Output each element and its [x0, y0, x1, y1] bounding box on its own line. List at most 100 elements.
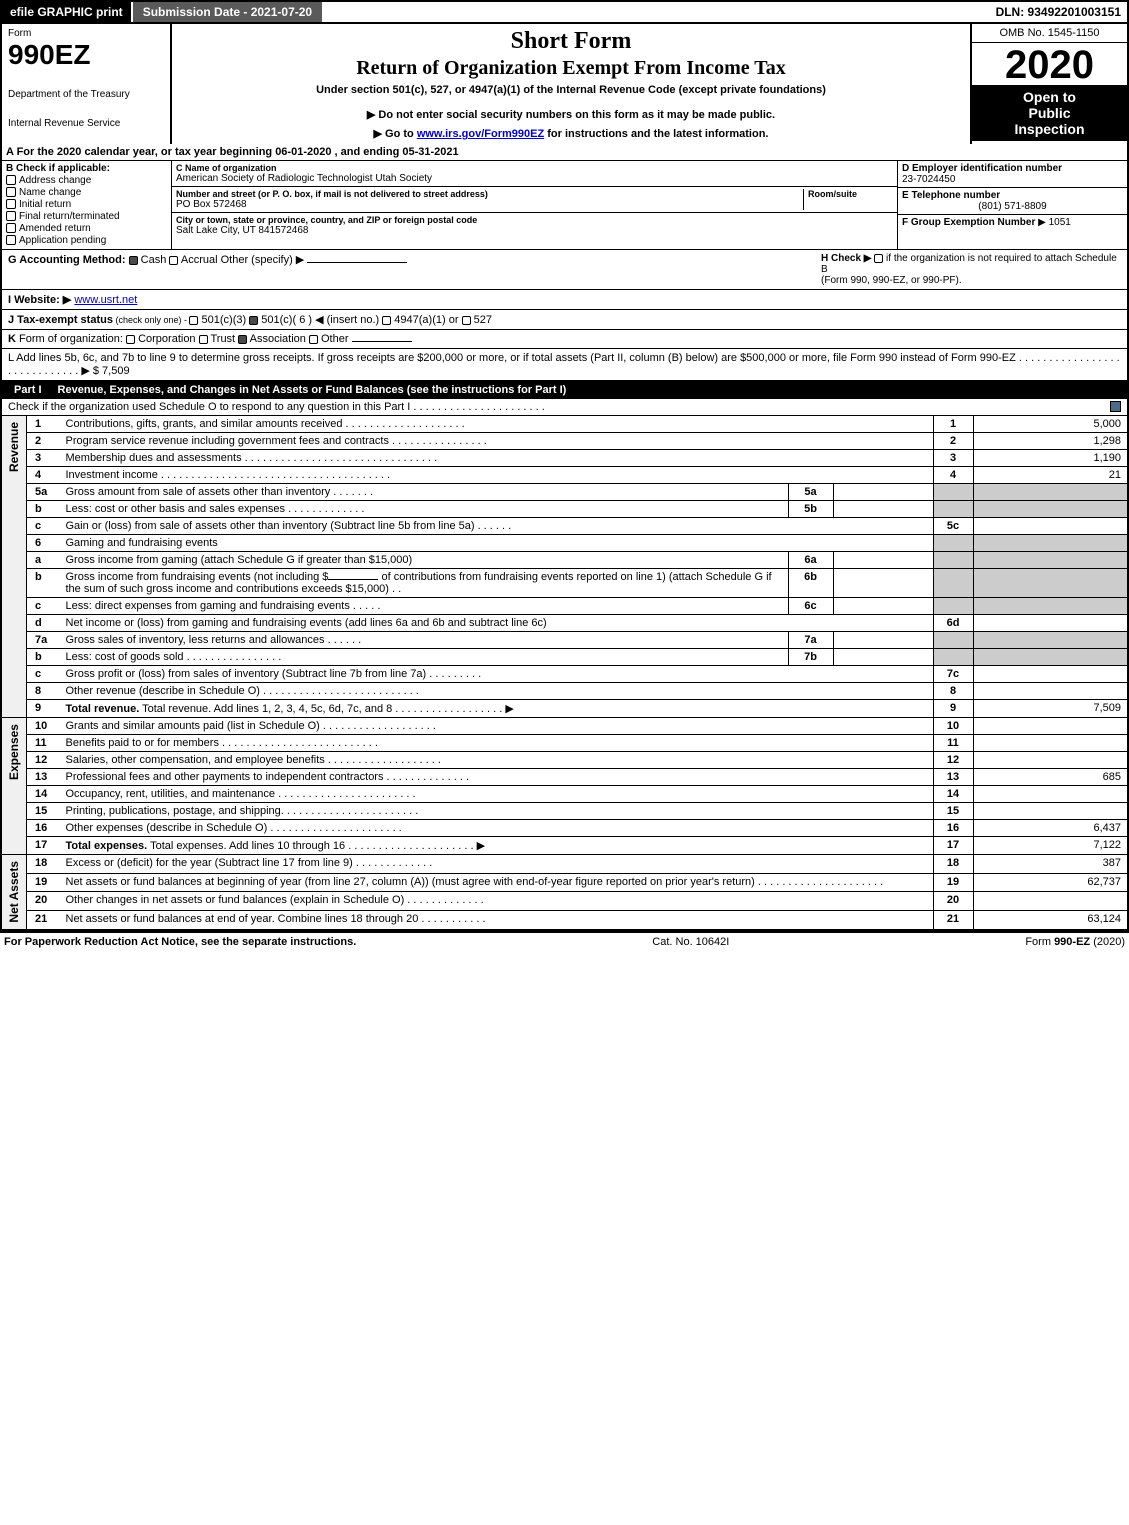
line-21-num: 21 [27, 910, 62, 929]
line-6d-amt [973, 615, 1128, 632]
chk-other-org[interactable] [309, 335, 318, 344]
city-value: Salt Lake City, UT 841572468 [176, 225, 893, 236]
chk-501c3[interactable] [189, 316, 198, 325]
chk-address-change[interactable]: Address change [6, 175, 167, 186]
chk-amended-return[interactable]: Amended return [6, 223, 167, 234]
other-specify-input[interactable] [307, 262, 407, 263]
chk-accrual[interactable] [169, 256, 178, 265]
line-8-text: Other revenue (describe in Schedule O) .… [62, 683, 934, 700]
website-link[interactable]: www.usrt.net [74, 294, 137, 306]
omb-number: OMB No. 1545-1150 [972, 24, 1127, 43]
chk-final-return[interactable]: Final return/terminated [6, 211, 167, 222]
group-label: F Group Exemption Number [902, 217, 1035, 228]
revenue-side-label: Revenue [6, 418, 22, 476]
line-5c-amt [973, 518, 1128, 535]
line-4-text: Investment income . . . . . . . . . . . … [62, 467, 934, 484]
chk-name-change[interactable]: Name change [6, 187, 167, 198]
line-10-num: 10 [27, 718, 62, 735]
line-5a-shaded-amt [973, 484, 1128, 501]
line-5b-sn: 5b [788, 501, 833, 518]
line-6b-text: Gross income from fundraising events (no… [62, 569, 789, 598]
top-bar: efile GRAPHIC print Submission Date - 20… [0, 0, 1129, 22]
form-number: 990EZ [8, 39, 164, 71]
line-7a-shaded [933, 632, 973, 649]
line-9-ln: 9 [933, 700, 973, 718]
line-13-num: 13 [27, 769, 62, 786]
line-6b-val [833, 569, 933, 598]
line-5a-shaded [933, 484, 973, 501]
ein-value: 23-7024450 [902, 174, 1123, 185]
row-l-gross-receipts: L Add lines 5b, 6c, and 7b to line 9 to … [0, 349, 1129, 381]
line-4-ln: 4 [933, 467, 973, 484]
net-assets-side-label: Net Assets [6, 857, 22, 927]
line-7b-shaded-amt [973, 649, 1128, 666]
line-2-num: 2 [27, 433, 62, 450]
line-5a-text: Gross amount from sale of assets other t… [62, 484, 789, 501]
chk-initial-return[interactable]: Initial return [6, 199, 167, 210]
line-6d-ln: 6d [933, 615, 973, 632]
part-i-header: Part I Revenue, Expenses, and Changes in… [0, 381, 1129, 399]
line-6c-sn: 6c [788, 598, 833, 615]
line-21-ln: 21 [933, 910, 973, 929]
efile-print-button[interactable]: efile GRAPHIC print [2, 2, 131, 22]
irs-link[interactable]: www.irs.gov/Form990EZ [417, 128, 544, 140]
line-19-amt: 62,737 [973, 873, 1128, 892]
chk-schedule-o[interactable] [1110, 401, 1121, 412]
line-2-amt: 1,298 [973, 433, 1128, 450]
submission-date-button[interactable]: Submission Date - 2021-07-20 [131, 2, 322, 22]
line-3-text: Membership dues and assessments . . . . … [62, 450, 934, 467]
line-8-ln: 8 [933, 683, 973, 700]
chk-application-pending[interactable]: Application pending [6, 235, 167, 246]
line-18-num: 18 [27, 855, 62, 874]
line-5b-shaded [933, 501, 973, 518]
line-20-ln: 20 [933, 892, 973, 911]
line-6b-input[interactable] [328, 579, 378, 580]
line-9-amt: 7,509 [973, 700, 1128, 718]
line-18-text: Excess or (deficit) for the year (Subtra… [62, 855, 934, 874]
chk-527[interactable] [462, 316, 471, 325]
schedule-o-text: Check if the organization used Schedule … [8, 401, 545, 413]
footer-cat-no: Cat. No. 10642I [652, 936, 729, 948]
group-value: 1051 [1049, 217, 1071, 228]
chk-schedule-b[interactable] [874, 254, 883, 263]
street-label: Number and street (or P. O. box, if mail… [176, 189, 803, 199]
dept-treasury: Department of the Treasury [8, 89, 164, 100]
line-5a-num: 5a [27, 484, 62, 501]
chk-corp[interactable] [126, 335, 135, 344]
line-6d-text: Net income or (loss) from gaming and fun… [62, 615, 934, 632]
line-3-ln: 3 [933, 450, 973, 467]
line-13-ln: 13 [933, 769, 973, 786]
tel-value: (801) 571-8809 [902, 201, 1123, 212]
tax-year: 2020 [972, 43, 1127, 85]
line-5c-ln: 5c [933, 518, 973, 535]
line-6b-shaded [933, 569, 973, 598]
chk-501c[interactable] [249, 316, 258, 325]
chk-4947[interactable] [382, 316, 391, 325]
line-6b-num: b [27, 569, 62, 598]
line-7c-num: c [27, 666, 62, 683]
line-6b-sn: 6b [788, 569, 833, 598]
line-7a-sn: 7a [788, 632, 833, 649]
line-5a-val [833, 484, 933, 501]
line-5c-num: c [27, 518, 62, 535]
line-20-amt [973, 892, 1128, 911]
line-19-ln: 19 [933, 873, 973, 892]
section-b-checkboxes: B Check if applicable: Address change Na… [2, 161, 172, 249]
line-6c-shaded-amt [973, 598, 1128, 615]
line-5b-text: Less: cost or other basis and sales expe… [62, 501, 789, 518]
other-org-input[interactable] [352, 341, 412, 342]
line-5b-shaded-amt [973, 501, 1128, 518]
line-7a-num: 7a [27, 632, 62, 649]
tel-label: E Telephone number [902, 190, 1123, 201]
line-6a-val [833, 552, 933, 569]
footer: For Paperwork Reduction Act Notice, see … [0, 931, 1129, 951]
footer-right: Form 990-EZ (2020) [1025, 936, 1125, 948]
line-9-text: Total revenue. Total revenue. Add lines … [62, 700, 934, 718]
chk-assoc[interactable] [238, 335, 247, 344]
chk-trust[interactable] [199, 335, 208, 344]
line-6-shaded [933, 535, 973, 552]
line-16-text: Other expenses (describe in Schedule O) … [62, 820, 934, 837]
line-7a-val [833, 632, 933, 649]
chk-cash[interactable] [129, 256, 138, 265]
line-10-text: Grants and similar amounts paid (list in… [62, 718, 934, 735]
